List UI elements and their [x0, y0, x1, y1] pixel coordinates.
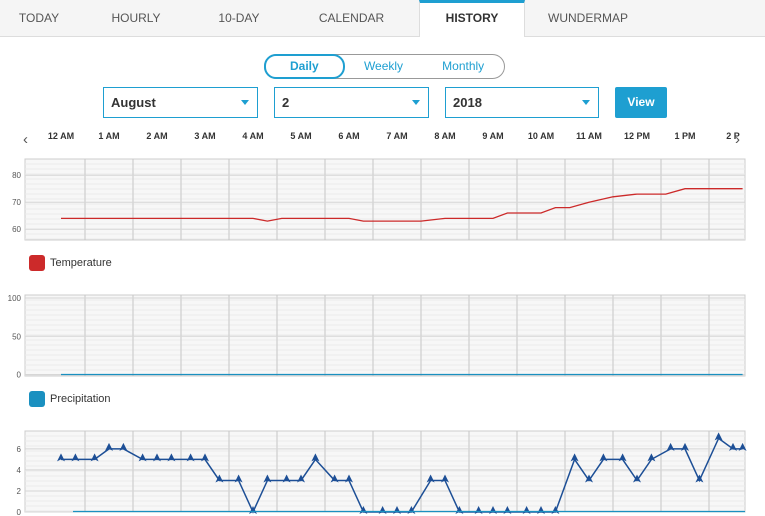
tab-hourly[interactable]: HOURLY	[111, 11, 161, 25]
wind-direction-marker	[681, 442, 689, 451]
wind-direction-marker	[263, 474, 272, 483]
wind-direction-marker	[186, 453, 195, 462]
temperature-legend-label: Temperature	[50, 257, 112, 269]
day-select[interactable]: 2	[274, 87, 429, 118]
y-tick-label: 0	[17, 508, 22, 516]
y-tick-label: 2	[17, 487, 22, 496]
hour-label: 6 AM	[338, 131, 360, 141]
wind-direction-marker	[647, 453, 656, 462]
mode-daily-button[interactable]: Daily	[264, 54, 345, 79]
hour-label: 12 AM	[47, 131, 75, 141]
hour-label: 4 AM	[242, 131, 264, 141]
wind-direction-marker	[234, 474, 243, 483]
chevron-left-icon[interactable]: ‹	[23, 131, 28, 148]
wind-direction-marker	[57, 453, 65, 462]
wind-direction-marker	[666, 442, 675, 451]
chevron-right-icon[interactable]: ›	[735, 131, 740, 148]
tab-10-day[interactable]: 10-DAY	[218, 11, 260, 25]
y-tick-label: 80	[12, 171, 21, 180]
y-tick-label: 50	[12, 332, 21, 341]
y-tick-label: 100	[8, 294, 22, 303]
wind-direction-marker	[633, 474, 641, 483]
wind-direction-marker	[714, 432, 723, 441]
y-tick-label: 6	[17, 445, 22, 454]
hour-label: 1 PM	[674, 131, 696, 141]
chevron-down-icon	[582, 100, 590, 105]
year-select[interactable]: 2018	[445, 87, 599, 118]
hour-label: 7 AM	[386, 131, 408, 141]
wind-direction-marker	[71, 453, 80, 462]
wind-direction-marker	[282, 474, 291, 483]
precipitation-swatch	[29, 391, 45, 407]
year-select-value: 2018	[453, 95, 482, 110]
wind-direction-marker	[105, 442, 113, 451]
chevron-down-icon	[241, 100, 249, 105]
wind-direction-marker	[311, 453, 320, 462]
wind-direction-marker	[729, 442, 737, 451]
wind-direction-marker	[618, 453, 627, 462]
wind-direction-marker	[738, 442, 747, 451]
wind-chart: 0 2 4 6	[17, 430, 747, 516]
tab-history[interactable]: HISTORY	[419, 0, 525, 37]
wind-direction-marker	[695, 474, 704, 483]
hour-label: 2 AM	[146, 131, 168, 141]
mode-toggle: Daily Weekly Monthly	[264, 54, 505, 79]
tab-calendar[interactable]: CALENDAR	[318, 11, 385, 25]
wind-direction-marker	[570, 453, 579, 462]
mode-monthly-button[interactable]: Monthly	[442, 59, 485, 73]
tab-wundermap[interactable]: WUNDERMAP	[548, 11, 628, 25]
y-tick-label: 4	[17, 466, 22, 475]
hour-axis: 12 AM 1 AM 2 AM 3 AM 4 AM 5 AM 6 AM 7 AM 8 AM 9 A…	[0, 131, 765, 145]
month-select[interactable]: August	[103, 87, 258, 118]
day-select-value: 2	[282, 95, 290, 110]
wind-direction-marker	[153, 453, 161, 462]
month-select-value: August	[111, 95, 156, 110]
hour-label: 11 AM	[576, 131, 602, 141]
wind-direction-marker	[90, 453, 99, 462]
hour-label: 10 AM	[527, 131, 555, 141]
wind-direction-marker	[138, 453, 147, 462]
y-tick-label: 70	[12, 198, 21, 207]
hour-label: 1 AM	[98, 131, 120, 141]
precipitation-legend-label: Precipitation	[50, 393, 111, 405]
mode-weekly-button[interactable]: Weekly	[363, 59, 404, 73]
wind-direction-marker	[345, 474, 353, 483]
hour-label: 9 AM	[482, 131, 504, 141]
temperature-legend[interactable]: Temperature	[29, 255, 112, 271]
wind-direction-marker	[297, 474, 305, 483]
wind-direction-marker	[167, 453, 176, 462]
view-button[interactable]: View	[615, 87, 667, 118]
tab-today[interactable]: TODAY	[18, 11, 60, 25]
chevron-down-icon	[412, 100, 420, 105]
wind-direction-marker	[426, 474, 435, 483]
hour-label: 3 AM	[194, 131, 216, 141]
precipitation-chart: 0 50 100	[8, 294, 746, 378]
hour-label: 12 PM	[623, 131, 651, 141]
temperature-chart: 60 70 80	[12, 158, 746, 241]
temperature-line	[61, 188, 743, 222]
hour-label: 2 P	[726, 131, 740, 141]
hour-label: 5 AM	[290, 131, 312, 141]
y-tick-label: 60	[12, 225, 21, 234]
temperature-swatch	[29, 255, 45, 271]
y-tick-label: 0	[17, 370, 22, 378]
wind-direction-marker	[599, 453, 608, 462]
precipitation-legend[interactable]: Precipitation	[29, 391, 111, 407]
wind-direction-marker	[441, 474, 449, 483]
forecast-tabs: TODAY HOURLY 10-DAY CALENDAR HISTORY WUNDERMA…	[0, 0, 765, 37]
wind-direction-marker	[330, 474, 339, 483]
wind-direction-marker	[119, 442, 128, 451]
wind-direction-marker	[215, 474, 224, 483]
hour-label: 8 AM	[434, 131, 456, 141]
wind-direction-marker	[201, 453, 209, 462]
wind-direction-marker	[585, 474, 593, 483]
